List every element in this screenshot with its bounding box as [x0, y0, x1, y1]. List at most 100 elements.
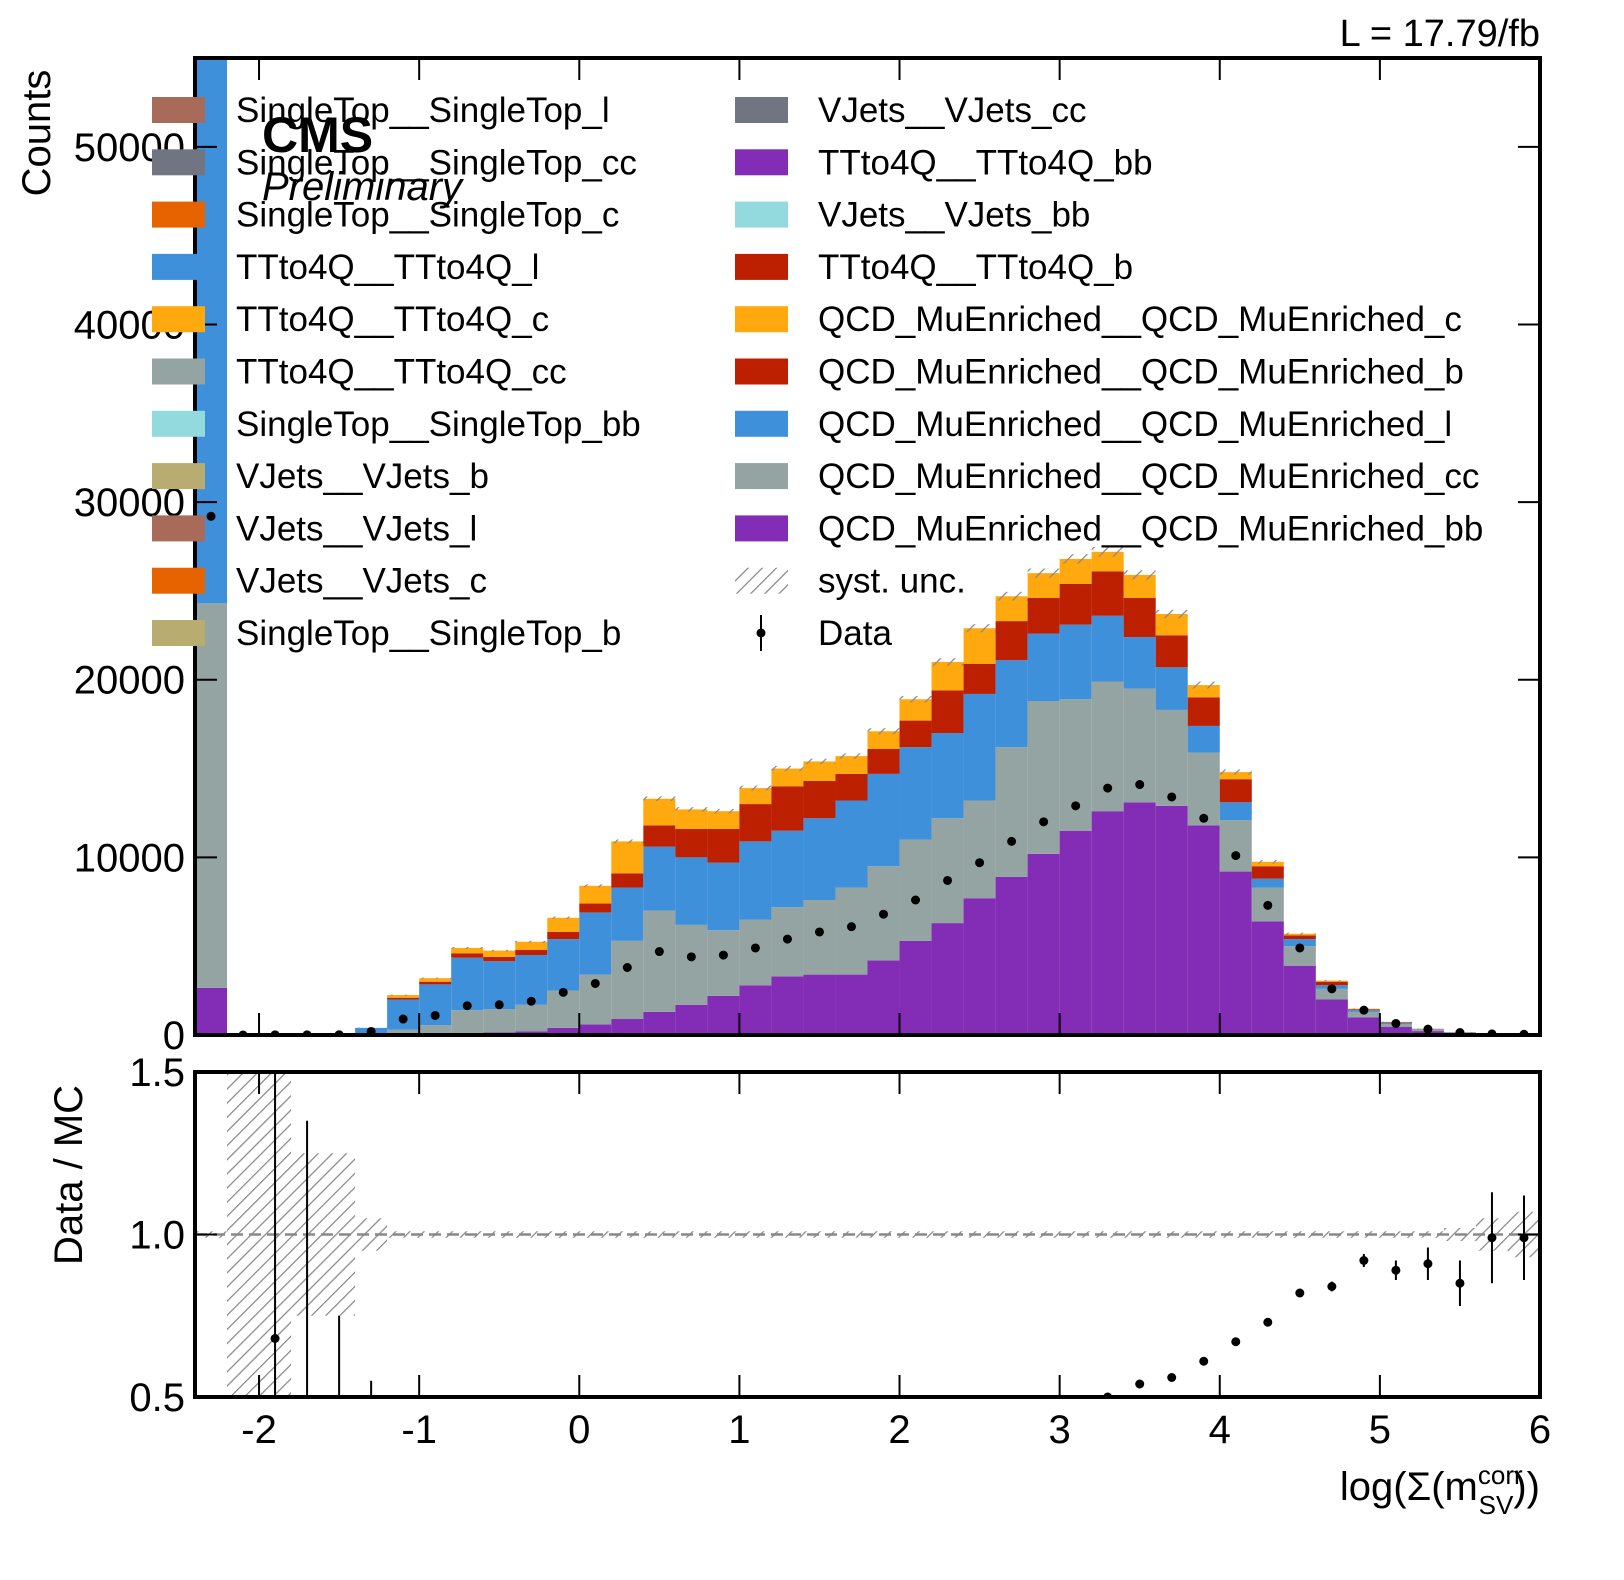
ratio-y-tick-label: 0.5 [129, 1376, 185, 1420]
data-point [1071, 801, 1081, 811]
syst-band [387, 994, 420, 996]
stack-bar [675, 857, 708, 925]
stack-bar [1059, 830, 1092, 1035]
stack-bar [643, 846, 676, 911]
stack-bar [1251, 921, 1284, 1035]
legend-label: VJets__VJets_cc [818, 91, 1086, 130]
ratio-point [1231, 1337, 1241, 1347]
stack-bar [899, 747, 932, 840]
annotations: L = 17.79/fb CMS Preliminary Counts Data… [15, 13, 1551, 1520]
data-point [526, 996, 536, 1006]
ratio-point [1199, 1356, 1209, 1366]
stack-bar [1091, 615, 1124, 682]
ratio-point [751, 1441, 760, 1450]
stack-bar [771, 768, 804, 787]
syst-band [803, 1231, 836, 1238]
stack-bar [1027, 701, 1060, 854]
ratio-point [1487, 1233, 1497, 1243]
stack-bar [963, 693, 996, 801]
stack-bar [515, 1004, 548, 1032]
legend-marker [756, 628, 766, 638]
stack-bar [675, 828, 708, 858]
syst-band [1379, 1231, 1412, 1238]
syst-band [579, 884, 612, 888]
legend-label: TTto4Q__TTto4Q_l [236, 248, 539, 287]
data-point [879, 909, 889, 919]
legend-label: TTto4Q__TTto4Q_b [818, 248, 1133, 287]
ratio-point [655, 1441, 664, 1450]
ratio-point [623, 1441, 632, 1450]
syst-band [1219, 769, 1252, 775]
syst-band [931, 658, 964, 666]
stack-bar [931, 661, 964, 691]
stack-bar [1123, 802, 1156, 1035]
data-point [782, 934, 792, 944]
syst-band [451, 947, 484, 949]
experiment-label: CMS [262, 107, 373, 163]
x-label-sub: SV [1479, 1490, 1514, 1520]
stack-bar [1091, 571, 1124, 616]
legend-label: SingleTop__SingleTop_l [236, 91, 610, 130]
legend-swatch [152, 620, 205, 646]
legend-swatch [152, 358, 205, 385]
stack-bar [1283, 939, 1316, 947]
data-point [1167, 792, 1177, 802]
ratio-point [719, 1441, 728, 1450]
stack-bar [643, 1011, 676, 1035]
stack-bar [1315, 999, 1348, 1035]
stack-bar [419, 981, 452, 985]
syst-band [867, 728, 900, 735]
stack-bar [1219, 871, 1252, 1035]
stack-bar [1155, 635, 1188, 668]
syst-band [995, 591, 1028, 601]
ratio-point [847, 1428, 856, 1437]
x-tick-label: 4 [1209, 1408, 1231, 1452]
stack-bar [835, 974, 868, 1035]
syst-band [963, 624, 996, 633]
legend-swatch [152, 567, 205, 594]
stack-bar [963, 628, 996, 664]
stack-bar [643, 825, 676, 847]
stack-bar [931, 923, 964, 1035]
stack-bar [195, 987, 228, 1035]
stack-bar [771, 830, 804, 908]
x-label-end: )) [1513, 1465, 1540, 1509]
syst-band [803, 758, 836, 765]
y-tick-label: 10000 [74, 836, 185, 880]
data-point [1135, 780, 1145, 790]
stack-bar [707, 995, 740, 1035]
stack-bar [1251, 861, 1284, 867]
legend-swatch [735, 97, 788, 123]
ratio-point [815, 1435, 824, 1444]
stack-bar [995, 876, 1028, 1035]
legend-swatch [735, 463, 788, 490]
ratio-point [1423, 1259, 1433, 1269]
stack-bar [579, 885, 612, 904]
stack-bar [579, 1024, 612, 1035]
data-point [686, 952, 696, 962]
syst-band [419, 977, 452, 979]
stack-bar [483, 1009, 516, 1033]
data-point [1327, 984, 1337, 994]
stack-bar [483, 956, 516, 962]
ratio-point [783, 1438, 792, 1447]
ratio-point [1039, 1406, 1048, 1415]
data-point [1263, 900, 1273, 910]
main-frame [193, 56, 1542, 1037]
legend-label: QCD_MuEnriched__QCD_MuEnriched_bb [818, 509, 1483, 548]
stack-bar [419, 1025, 452, 1035]
stack-bar [451, 1010, 484, 1034]
status-label: Preliminary [262, 165, 465, 209]
stack-bar [675, 809, 708, 829]
stack-bar [707, 828, 740, 863]
stack-bar [995, 660, 1028, 748]
legend-swatch [152, 515, 205, 542]
stack-bar [1091, 551, 1124, 572]
syst-band [1347, 1231, 1380, 1238]
legend-label: QCD_MuEnriched__QCD_MuEnriched_cc [818, 457, 1479, 496]
data-point [558, 987, 568, 997]
syst-band [771, 765, 804, 772]
stack-bar [451, 953, 484, 958]
legend-label: QCD_MuEnriched__QCD_MuEnriched_c [818, 300, 1462, 339]
stack-bar [579, 903, 612, 913]
